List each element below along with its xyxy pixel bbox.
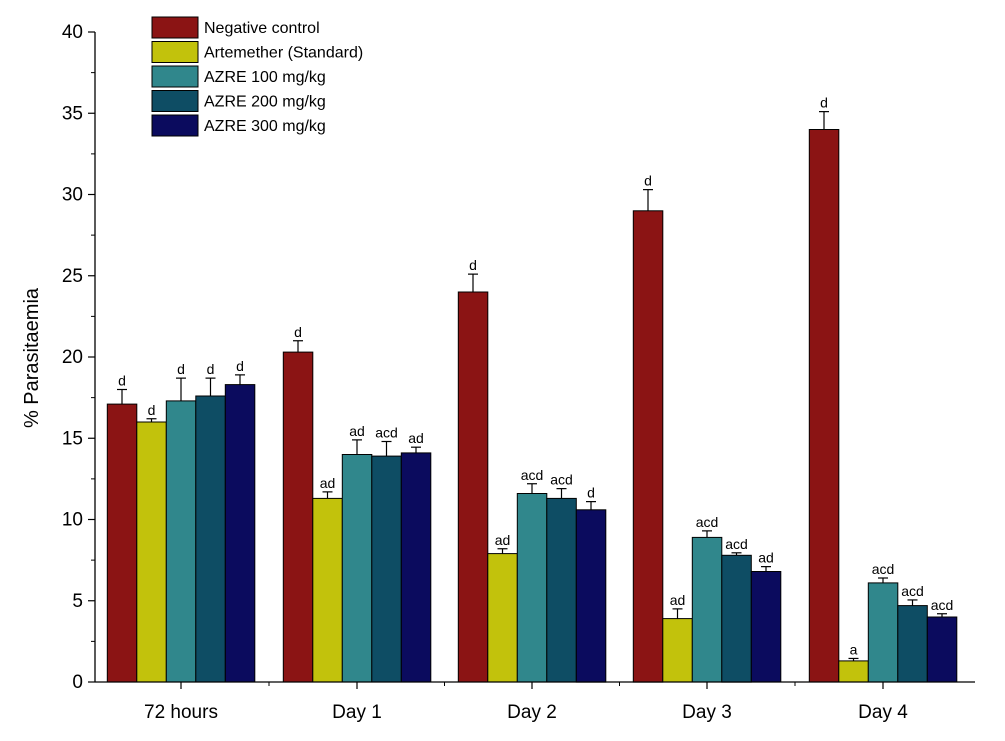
data-label: acd xyxy=(696,514,719,530)
bar xyxy=(721,554,752,683)
bar xyxy=(632,210,664,683)
bar xyxy=(165,400,197,683)
bars-layer xyxy=(106,129,958,683)
data-label: ad xyxy=(758,550,774,566)
y-tick-label: 15 xyxy=(62,428,83,449)
data-label: ad xyxy=(408,430,424,446)
data-label: d xyxy=(118,373,126,389)
data-label: acd xyxy=(931,597,954,613)
legend-label: AZRE 300 mg/kg xyxy=(204,118,326,135)
data-labels-layer: ddddddadadadadadacdacdacddacdacdacdacdda… xyxy=(118,95,953,658)
data-label: d xyxy=(820,95,828,111)
bar xyxy=(838,660,869,683)
data-label: d xyxy=(148,402,156,418)
legend-label: AZRE 200 mg/kg xyxy=(204,94,326,111)
bar xyxy=(808,129,840,683)
x-tick-label: Day 4 xyxy=(858,702,908,723)
y-tick-label: 10 xyxy=(62,510,83,531)
data-label: d xyxy=(294,324,302,340)
y-tick-label: 35 xyxy=(62,103,83,124)
data-label: d xyxy=(177,361,185,377)
data-label: d xyxy=(236,358,244,374)
y-tick-label: 40 xyxy=(62,22,83,43)
legend-swatch xyxy=(151,65,199,88)
x-tick-label: Day 1 xyxy=(332,702,382,723)
legend-label: AZRE 100 mg/kg xyxy=(204,69,326,86)
bar xyxy=(371,455,402,683)
legend-swatch xyxy=(151,16,199,39)
bar xyxy=(457,291,489,683)
bar xyxy=(400,452,432,683)
bar xyxy=(106,403,138,683)
y-tick-label: 20 xyxy=(62,347,83,368)
x-tick-label: Day 3 xyxy=(682,702,732,723)
bar xyxy=(750,571,782,683)
data-label: ad xyxy=(495,532,511,548)
data-label: acd xyxy=(375,425,398,441)
data-label: d xyxy=(644,173,652,189)
data-label: d xyxy=(469,257,477,273)
y-tick-label: 25 xyxy=(62,266,83,287)
legend-swatch xyxy=(151,90,199,112)
y-tick-label: 5 xyxy=(72,591,83,612)
legend: Negative control Artemether (Standard) AZR… xyxy=(151,16,363,137)
data-label: d xyxy=(207,361,215,377)
data-label: ad xyxy=(320,475,336,491)
bar xyxy=(662,618,693,683)
data-label: acd xyxy=(521,467,544,483)
bar xyxy=(897,605,928,683)
data-label: acd xyxy=(901,583,924,599)
legend-swatch xyxy=(151,41,199,63)
data-label: ad xyxy=(670,592,686,608)
data-label: d xyxy=(587,485,595,501)
bar xyxy=(926,616,958,683)
data-label: a xyxy=(850,641,858,657)
data-label: ad xyxy=(349,423,365,439)
bar xyxy=(546,497,577,683)
bar xyxy=(575,509,607,683)
x-tick-label: Day 2 xyxy=(507,702,557,723)
y-axis-title: % Parasitaemia xyxy=(21,287,43,428)
y-tick-label: 0 xyxy=(72,672,83,693)
x-tick-label: 72 hours xyxy=(144,702,218,723)
bar xyxy=(487,553,518,683)
error-bars-layer xyxy=(117,111,947,661)
y-tick-label: 30 xyxy=(62,185,83,206)
bar xyxy=(516,493,548,683)
bar xyxy=(282,351,314,683)
bar xyxy=(341,454,373,683)
legend-swatch xyxy=(151,114,199,137)
bar xyxy=(195,395,226,683)
data-label: acd xyxy=(872,561,895,577)
bar xyxy=(312,497,343,683)
axes-layer: 0 5 10 15 20 25 30 35 40 72 hours Day 1 Day 2 Day 3 D… xyxy=(62,22,975,723)
data-label: acd xyxy=(725,536,748,552)
bar xyxy=(691,536,723,683)
bar xyxy=(224,384,256,683)
legend-label: Negative control xyxy=(204,20,320,37)
bar xyxy=(867,582,899,683)
legend-label: Artemether (Standard) xyxy=(204,45,363,62)
bar xyxy=(136,421,167,683)
data-label: acd xyxy=(550,472,573,488)
